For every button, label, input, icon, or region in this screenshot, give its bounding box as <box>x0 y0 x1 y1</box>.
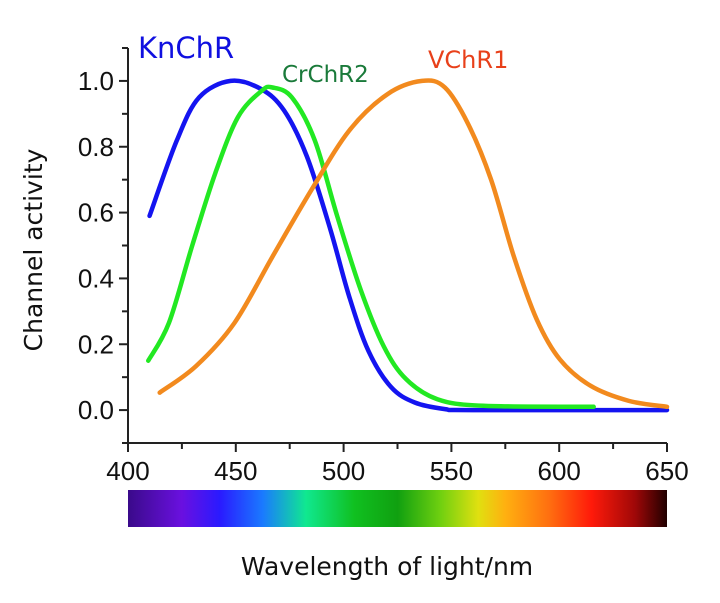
y-tick-label: 0.6 <box>78 198 114 228</box>
spectrum-colorbar <box>128 490 667 527</box>
x-tick-label: 450 <box>214 456 257 486</box>
axes: 400 450 500 550 600 650 0.0 0.2 0.4 0.6 0.8 1.0 <box>78 47 689 486</box>
series-label-knchr: KnChR <box>138 31 234 65</box>
series-line-vchr1 <box>157 78 670 410</box>
y-tick-label: 0.2 <box>78 329 114 359</box>
series-label-vchr1: VChR1 <box>428 46 508 74</box>
series-labels: KnChR CrChR2 VChR1 <box>138 31 508 88</box>
x-tick-label: 600 <box>538 456 581 486</box>
curves <box>146 78 670 413</box>
y-tick-label: 0.4 <box>78 263 114 293</box>
y-tick-label: 1.0 <box>78 66 114 96</box>
y-axis-label: Channel activity <box>19 148 48 351</box>
y-tick-label: 0.8 <box>78 132 114 162</box>
series-line-knchr <box>147 78 670 413</box>
y-tick-label: 0.0 <box>78 395 114 425</box>
x-tick-label: 500 <box>322 456 365 486</box>
x-tick-label: 400 <box>106 456 149 486</box>
series-label-crchr2: CrChR2 <box>282 62 369 88</box>
x-axis-label: Wavelength of light/nm <box>241 552 533 581</box>
x-tick-label: 650 <box>645 456 688 486</box>
x-tick-label: 550 <box>430 456 473 486</box>
series-line-crchr2 <box>146 84 596 410</box>
